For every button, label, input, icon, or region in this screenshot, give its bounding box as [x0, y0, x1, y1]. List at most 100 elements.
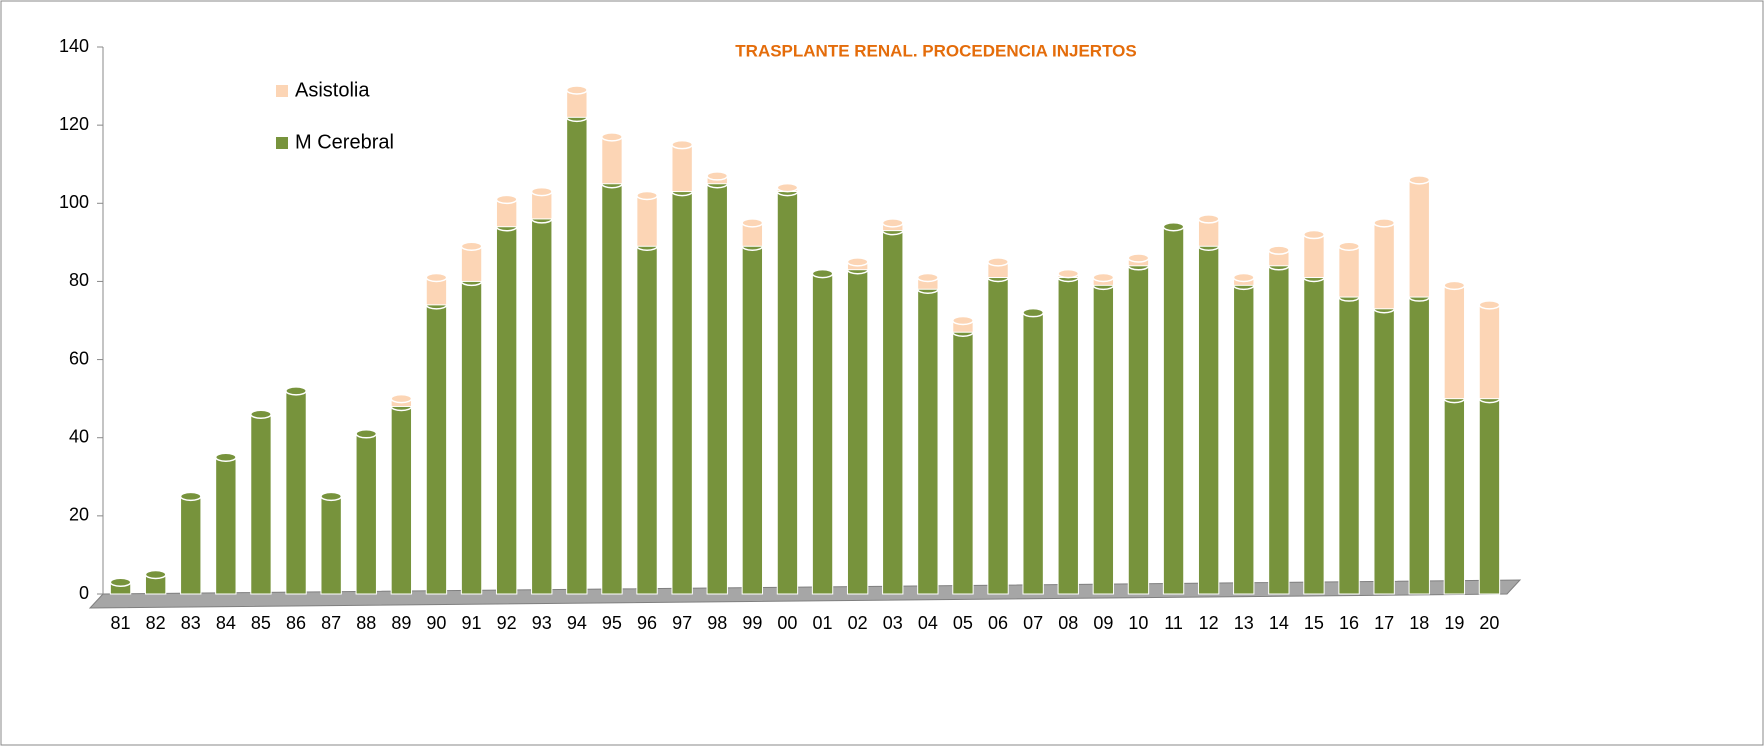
bar-segment [1268, 265, 1290, 595]
bar-segment [495, 226, 518, 595]
legend-label: Asistolia [295, 79, 370, 101]
x-tick-label: 20 [1479, 613, 1499, 633]
bar-cap [881, 218, 904, 228]
bar-segment [636, 245, 658, 595]
bar-cap [214, 452, 237, 462]
x-tick-label: 89 [391, 613, 411, 633]
bar-segment [1373, 308, 1395, 595]
bar-cap [811, 268, 834, 279]
bar-cap [320, 491, 343, 502]
bar-segment [1057, 277, 1079, 595]
bar-segment [1162, 226, 1185, 595]
bar-cap [1162, 221, 1185, 232]
bar-segment [917, 288, 939, 595]
x-tick-label: 16 [1339, 613, 1359, 633]
y-tick-label: 20 [69, 505, 89, 525]
bar-cap [601, 132, 623, 142]
x-tick-label: 18 [1409, 613, 1429, 633]
x-tick-label: 83 [181, 613, 201, 633]
bar-segment [1478, 398, 1501, 595]
bar-cap [1408, 175, 1431, 185]
bar-cap [671, 139, 694, 150]
bar-cap [846, 257, 869, 267]
bar-segment [215, 456, 237, 595]
bar-segment [1338, 245, 1360, 298]
y-tick-label: 40 [69, 426, 89, 446]
bar-cap [1373, 218, 1396, 228]
bar-cap [916, 272, 939, 283]
bar-cap [1092, 272, 1115, 283]
bar-cap [144, 569, 167, 580]
bar-segment [180, 495, 202, 595]
bar-segment [1303, 234, 1325, 279]
bar-cap [109, 577, 132, 588]
bar-segment [671, 191, 693, 595]
bar-segment [811, 273, 834, 595]
legend-swatch [276, 85, 288, 97]
x-tick-label: 91 [462, 613, 482, 633]
x-tick-label: 88 [356, 613, 376, 633]
bar-cap [355, 429, 378, 439]
bar-segment [1443, 284, 1466, 400]
bar-segment [1373, 222, 1395, 310]
bar-segment [1443, 398, 1466, 595]
bar-segment [285, 390, 307, 595]
bar-segment [1197, 245, 1220, 595]
bar-cap [1478, 300, 1501, 310]
x-tick-label: 14 [1269, 613, 1289, 633]
x-tick-label: 09 [1093, 613, 1113, 633]
bar-cap [1057, 268, 1080, 279]
bar-segment [1233, 284, 1255, 595]
x-tick-label: 81 [111, 613, 131, 633]
bar-cap [285, 386, 307, 396]
chart-title: TRASPLANTE RENAL. PROCEDENCIA INJERTOS [735, 41, 1136, 60]
bar-segment [952, 331, 974, 595]
y-tick-label: 80 [69, 270, 89, 290]
x-tick-label: 95 [602, 613, 622, 633]
bar-cap [776, 182, 799, 193]
bar-segment [531, 218, 553, 595]
bar-segment [882, 230, 904, 595]
bar-segment [1303, 277, 1325, 595]
x-tick-label: 17 [1374, 613, 1394, 633]
x-tick-label: 96 [637, 613, 657, 633]
bar-cap [1197, 214, 1220, 224]
x-tick-label: 87 [321, 613, 341, 633]
x-tick-label: 99 [742, 613, 762, 633]
x-tick-label: 97 [672, 613, 692, 633]
bar-cap [1022, 307, 1045, 318]
bar-cap [987, 257, 1009, 267]
x-tick-label: 07 [1023, 613, 1043, 633]
x-tick-label: 05 [953, 613, 973, 633]
bar-segment [460, 245, 483, 282]
floor [88, 579, 1522, 609]
bar-segment [355, 433, 377, 595]
bar-segment [1022, 312, 1044, 595]
x-tick-label: 13 [1234, 613, 1254, 633]
bar-cap [565, 85, 588, 95]
bar-cap [179, 491, 202, 502]
bar-segment [566, 116, 588, 595]
x-tick-label: 92 [497, 613, 517, 633]
bar-cap [425, 272, 448, 283]
bar-cap [1338, 241, 1360, 252]
bar-segment [1408, 179, 1430, 298]
x-tick-label: 90 [426, 613, 446, 633]
bar-segment [1127, 265, 1150, 595]
bar-cap [1127, 253, 1150, 263]
y-tick-label: 100 [59, 192, 89, 212]
bar-segment [390, 405, 413, 595]
bar-segment [601, 183, 623, 595]
bar-segment [1092, 284, 1115, 595]
bar-segment [425, 304, 448, 595]
bar-segment [250, 413, 272, 595]
x-tick-label: 00 [777, 613, 797, 633]
bar-segment [706, 183, 728, 595]
bar-cap [460, 241, 483, 252]
x-tick-label: 02 [848, 613, 868, 633]
y-tick-label: 0 [79, 583, 89, 603]
bar-segment [1478, 304, 1501, 400]
x-tick-label: 82 [146, 613, 166, 633]
y-tick-label: 120 [59, 114, 89, 134]
